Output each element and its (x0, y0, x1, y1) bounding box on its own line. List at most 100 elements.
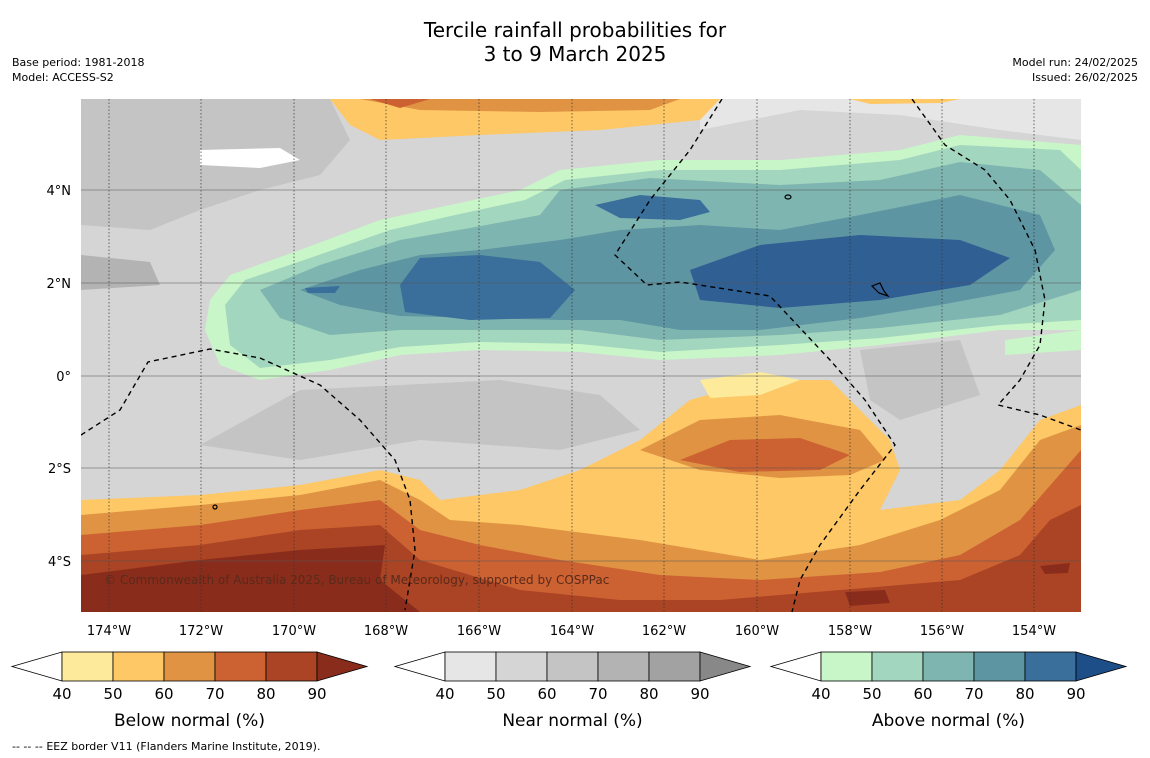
colorbar-cell (546, 651, 599, 682)
colorbar-tick: 60 (154, 685, 173, 703)
model-info: Base period: 1981-2018 Model: ACCESS-S2 (12, 55, 144, 85)
above-normal-80-small (305, 286, 340, 293)
model-name: Model: ACCESS-S2 (12, 71, 114, 84)
colorbar-tick: 70 (588, 685, 607, 703)
latitude-labels: 4°N 2°N 0° 2°S 4°S (47, 184, 72, 570)
colorbar-tick: 50 (486, 685, 505, 703)
title-line-1: Tercile rainfall probabilities for (423, 18, 727, 42)
colorbar-tick: 40 (811, 685, 830, 703)
islands (212, 194, 890, 510)
colorbar-cell (61, 651, 114, 682)
above-normal-80-west (400, 255, 575, 320)
below-normal-90-patch (845, 590, 890, 606)
below-normal-40-south (700, 372, 800, 398)
colorbar-tick: 90 (690, 685, 709, 703)
near-normal-40 (700, 99, 1081, 140)
latitude-gridlines (81, 189, 1081, 562)
lon-label: 174°W (87, 624, 131, 639)
colorbar-cell (973, 651, 1026, 682)
colorbar-cell (163, 651, 216, 682)
colorbar-cell (648, 651, 701, 682)
colorbar-1: 40 50 60 70 80 90 Near normal (%) (393, 651, 752, 731)
below-normal-90-patch-east (1040, 563, 1070, 574)
lon-label: 168°W (364, 624, 408, 639)
colorbar-tick: 90 (1066, 685, 1085, 703)
map-canvas: © Commonwealth of Australia 2025, Bureau… (10, 99, 1128, 731)
colorbar-tick: 80 (256, 685, 275, 703)
eez-legend: -- -- -- EEZ border V11 (Flanders Marine… (12, 740, 320, 753)
colorbar-tick: 80 (639, 685, 658, 703)
below-normal-70-north (370, 99, 430, 108)
copyright-text: © Commonwealth of Australia 2025, Bureau… (104, 573, 609, 587)
colorbar-label: Below normal (%) (114, 711, 265, 731)
map-title: Tercile rainfall probabilities for 3 to … (0, 18, 1150, 66)
colorbar-low-extension (769, 651, 822, 682)
colorbar-cell (495, 651, 548, 682)
lat-label: 2°N (47, 277, 72, 292)
title-line-2: 3 to 9 March 2025 (483, 42, 667, 66)
colorbar-cell (265, 651, 318, 682)
colorbar-cell (214, 651, 267, 682)
colorbar-0: 40 50 60 70 80 90 Below normal (%) (10, 651, 369, 731)
white-patch (200, 148, 300, 168)
below-normal-60-north (360, 99, 680, 112)
colorbar-tick: 40 (435, 685, 454, 703)
below-normal-50-ne (850, 99, 960, 104)
lat-label: 4°N (47, 184, 72, 199)
model-run: Model run: 24/02/2025 (1012, 56, 1138, 69)
colorbar-cell (112, 651, 165, 682)
probability-field (81, 99, 1081, 612)
colorbar-tick: 60 (913, 685, 932, 703)
colorbar-tick: 90 (307, 685, 326, 703)
lat-label: 4°S (48, 555, 71, 570)
above-normal-80-north (595, 195, 710, 220)
eez-borders (81, 99, 1081, 612)
colorbar-low-extension (393, 651, 446, 682)
colorbar-low-extension (10, 651, 63, 682)
eez-legend-symbol: -- -- -- (12, 740, 43, 753)
eez-legend-text: EEZ border V11 (Flanders Marine Institut… (46, 740, 321, 753)
lon-label: 164°W (550, 624, 594, 639)
colorbar-label: Near normal (%) (502, 711, 642, 731)
above-normal-40-east (1005, 330, 1081, 355)
run-info: Model run: 24/02/2025 Issued: 26/02/2025 (1012, 55, 1138, 85)
colorbar-tick: 50 (862, 685, 881, 703)
longitude-gridlines (108, 99, 1035, 612)
lon-label: 166°W (457, 624, 501, 639)
colorbar-cell (597, 651, 650, 682)
colorbar-tick: 70 (964, 685, 983, 703)
lon-label: 162°W (642, 624, 686, 639)
colorbar-high-extension (699, 651, 752, 682)
colorbar-legends: 40 50 60 70 80 90 Below normal (%) 40 50 60 70 80 90… (10, 651, 1128, 731)
issued-date: Issued: 26/02/2025 (1031, 71, 1138, 84)
colorbar-cell (820, 651, 873, 682)
colorbar-cell (922, 651, 975, 682)
lon-label: 170°W (272, 624, 316, 639)
lat-label: 0° (56, 370, 71, 385)
colorbar-cell (871, 651, 924, 682)
colorbar-tick: 80 (1015, 685, 1034, 703)
base-period: Base period: 1981-2018 (12, 56, 145, 69)
colorbar-high-extension (316, 651, 369, 682)
below-normal-90-south (81, 545, 420, 612)
colorbar-tick: 40 (52, 685, 71, 703)
lat-label: 2°S (48, 462, 71, 477)
longitude-labels: 174°W 172°W 170°W 168°W 166°W 164°W 162°… (87, 624, 1056, 639)
near-normal-60-south (200, 380, 640, 460)
colorbar-tick: 70 (205, 685, 224, 703)
colorbar-high-extension (1075, 651, 1128, 682)
colorbar-label: Above normal (%) (872, 711, 1025, 731)
lon-label: 158°W (828, 624, 872, 639)
colorbar-tick: 60 (537, 685, 556, 703)
colorbar-cell (1024, 651, 1077, 682)
colorbar-2: 40 50 60 70 80 90 Above normal (%) (769, 651, 1128, 731)
below-normal-70-center (680, 438, 850, 472)
near-normal-60-east (860, 340, 980, 420)
lon-label: 156°W (920, 624, 964, 639)
lon-label: 154°W (1012, 624, 1056, 639)
lon-label: 172°W (179, 624, 223, 639)
colorbar-tick: 50 (103, 685, 122, 703)
colorbar-cell (444, 651, 497, 682)
near-normal-70 (81, 255, 160, 290)
lon-label: 160°W (735, 624, 779, 639)
